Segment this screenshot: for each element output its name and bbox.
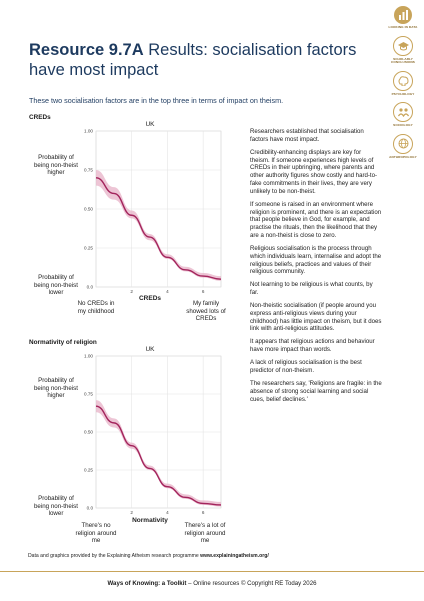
sidebar-item-label: ANTHROPOLOGY	[389, 154, 417, 159]
footnote: Data and graphics provided by the Explai…	[28, 553, 269, 559]
x-high-label: There's a lot of religion around me	[184, 522, 226, 544]
normativity-chart: 0.0 0.25 0.50 0.75 1.00 2 4 6	[84, 354, 222, 515]
footnote-text: Data and graphics provided by the Explai…	[28, 553, 201, 559]
y-tick-label: 1.00	[84, 129, 93, 134]
y-tick-label: 0.50	[84, 430, 93, 435]
scholar-icon	[393, 35, 413, 56]
chart-heading: CREDs	[29, 114, 51, 121]
x-low-label: There's no religion around me	[75, 522, 117, 544]
text-column: Researchers established that socialisati…	[250, 128, 382, 409]
y-high-label: Probability of being non-theist higher	[33, 154, 79, 176]
paragraph: Religious socialisation is the process t…	[250, 244, 382, 276]
sidebar-item-scholarly[interactable]: SCHOLARLY CONCLUSIONS	[388, 35, 418, 65]
footnote-link[interactable]: www.explainingatheism.org/	[200, 553, 269, 559]
page-title: Resource 9.7A Results: socialisation fac…	[29, 40, 359, 80]
y-tick-label: 0.0	[87, 506, 94, 511]
series-line	[95, 405, 222, 506]
sidebar-item-psychology[interactable]: PSYCHOLOGY	[388, 70, 418, 97]
y-low-label: Probability of being non-theist lower	[33, 274, 79, 296]
x-tick-label: 2	[130, 510, 133, 515]
paragraph: The researchers say, 'Religions are frag…	[250, 380, 382, 403]
paragraph: A lack of religious socialisation is the…	[250, 359, 362, 375]
paragraph: Non-theistic socialisation (if people ar…	[250, 302, 382, 333]
y-tick-label: 0.50	[84, 207, 93, 212]
sidebar-item-label: SCHOLARLY CONCLUSIONS	[391, 56, 415, 65]
y-tick-label: 1.00	[84, 354, 93, 359]
x-tick-label: 4	[166, 289, 169, 294]
y-tick-label: 0.75	[84, 168, 93, 173]
sidebar-item-anthropology[interactable]: ANTHROPOLOGY	[388, 133, 418, 160]
y-tick-label: 0.75	[84, 392, 93, 397]
y-tick-label: 0.25	[84, 246, 93, 251]
people-icon	[393, 102, 413, 123]
brain-icon	[393, 70, 413, 91]
paragraph: It appears that religious actions and be…	[250, 338, 375, 354]
x-tick-label: 4	[166, 510, 169, 515]
paragraph: Credibility-enhancing displays are key f…	[250, 148, 378, 195]
paragraph: Not learning to be religious is what cou…	[250, 281, 373, 297]
footer-rule	[0, 571, 424, 601]
x-high-label: My family showed lots of CREDs	[186, 300, 226, 322]
chart-heading: Normativity of religion	[29, 339, 97, 346]
chart-icon	[394, 6, 412, 24]
sidebar-item-label: PSYCHOLOGY	[391, 91, 415, 96]
creds-chart: 0.0 0.25 0.50 0.75 1.00 2 4 6	[84, 129, 222, 294]
intro-text: These two socialisation factors are in t…	[29, 96, 284, 105]
x-axis-title: Normativity	[132, 517, 168, 524]
y-tick-label: 0.0	[87, 285, 94, 290]
y-low-label: Probability of being non-theist lower	[33, 495, 79, 517]
x-low-label: No CREDs in my childhood	[77, 300, 115, 315]
title-text: Results: socialisation factors have most…	[29, 41, 357, 79]
x-axis-title: CREDs	[138, 295, 162, 302]
sidebar: LOOKING IN DATA SCHOLARLY CONCLUSIONS PS…	[388, 6, 418, 160]
resource-number: Resource 9.7A	[29, 41, 144, 59]
y-high-label: Probability of being non-theist higher	[33, 377, 79, 399]
globe-icon	[393, 133, 413, 154]
x-tick-label: 2	[130, 289, 133, 294]
sidebar-item-sociology[interactable]: SOCIOLOGY	[388, 102, 418, 128]
y-tick-label: 0.25	[84, 468, 93, 473]
chart-region-label: UK	[145, 346, 155, 353]
sidebar-item-label: SOCIOLOGY	[393, 123, 413, 128]
x-tick-label: 6	[202, 510, 205, 515]
sidebar-item-data[interactable]: LOOKING IN DATA	[388, 6, 418, 30]
paragraph: If someone is raised in an environment w…	[250, 200, 382, 239]
sidebar-item-label: LOOKING IN DATA	[388, 25, 418, 29]
chart-region-label: UK	[145, 121, 155, 128]
footer: Ways of Knowing: a Toolkit – Online reso…	[0, 580, 424, 587]
x-tick-label: 6	[202, 289, 205, 294]
series-line	[95, 177, 222, 280]
paragraph: Researchers established that socialisati…	[250, 128, 364, 143]
footer-title: Ways of Knowing: a Toolkit	[107, 580, 187, 587]
footer-copyright: – Online resources © Copyright RE Today …	[186, 580, 317, 587]
